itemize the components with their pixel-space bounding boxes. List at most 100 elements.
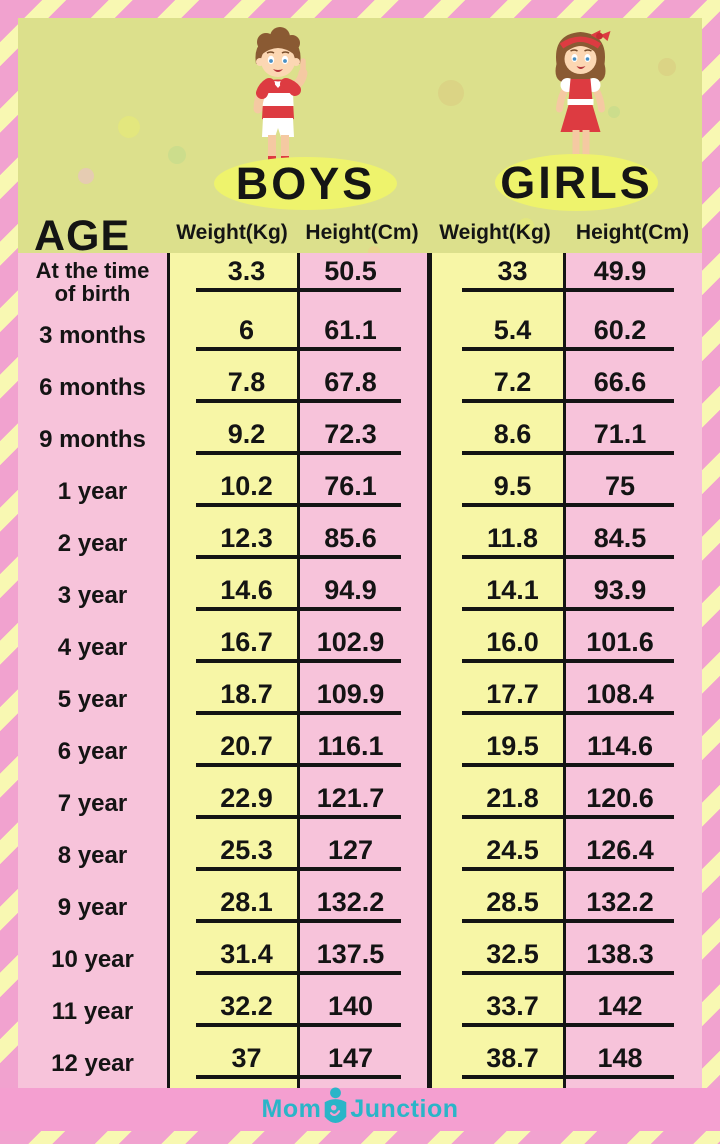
girls-height-value-cell: 148 <box>563 1037 702 1088</box>
polka-dot <box>518 218 534 234</box>
girls-height-value: 75 <box>566 471 674 507</box>
girls-height-value: 138.3 <box>566 939 674 975</box>
boys-weight-value: 14.6 <box>196 575 297 611</box>
age-label: 2 year <box>18 517 167 569</box>
girls-height-value: 101.6 <box>566 627 674 663</box>
boys-height-value-cell: 85.6 <box>297 517 427 569</box>
polka-dot <box>168 146 186 164</box>
age-label: 7 year <box>18 777 167 829</box>
girls-weight-value-cell: 33 <box>427 253 563 309</box>
girls-weight-value: 8.6 <box>462 419 563 455</box>
table-row: At the time of birth 3.3 50.5 33 49.9 <box>18 253 702 309</box>
girls-weight-value: 17.7 <box>462 679 563 715</box>
boys-height-value: 76.1 <box>300 471 401 507</box>
boys-weight-value: 22.9 <box>196 783 297 819</box>
boys-weight-value-cell: 14.6 <box>167 569 297 621</box>
boys-height-value: 50.5 <box>300 256 401 292</box>
table-row: 11 year 32.2 140 33.7 142 <box>18 985 702 1037</box>
age-label: 9 months <box>18 413 167 465</box>
girls-height-value: 84.5 <box>566 523 674 559</box>
boys-height-value: 140 <box>300 991 401 1027</box>
boys-height-value-cell: 147 <box>297 1037 427 1088</box>
table-row: 7 year 22.9 121.7 21.8 120.6 <box>18 777 702 829</box>
girls-weight-value: 24.5 <box>462 835 563 871</box>
age-label: 3 months <box>18 309 167 361</box>
boys-weight-value: 3.3 <box>196 256 297 292</box>
boys-label: BOYS <box>235 157 376 209</box>
boys-height-value: 147 <box>300 1043 401 1079</box>
footer-strip: Mom Junction <box>0 1086 720 1131</box>
girls-height-value: 71.1 <box>566 419 674 455</box>
girls-height-value-cell: 126.4 <box>563 829 702 881</box>
girls-height-value: 93.9 <box>566 575 674 611</box>
boys-height-value: 137.5 <box>300 939 401 975</box>
boys-weight-value-cell: 20.7 <box>167 725 297 777</box>
boys-weight-value-cell: 6 <box>167 309 297 361</box>
polka-dot <box>118 116 140 138</box>
girls-weight-value-cell: 32.5 <box>427 933 563 985</box>
girls-weight-value: 21.8 <box>462 783 563 819</box>
age-label: 5 year <box>18 673 167 725</box>
brand-junction-text: Junction <box>350 1095 459 1123</box>
boys-height-value-cell: 140 <box>297 985 427 1037</box>
boys-weight-value-cell: 25.3 <box>167 829 297 881</box>
boys-weight-value: 20.7 <box>196 731 297 767</box>
girls-height-value-cell: 138.3 <box>563 933 702 985</box>
brand-mom-text: Mom <box>261 1095 322 1123</box>
girls-height-value: 148 <box>566 1043 674 1079</box>
boys-weight-value: 9.2 <box>196 419 297 455</box>
table-row: 3 months 6 61.1 5.4 60.2 <box>18 309 702 361</box>
table-row: 9 months 9.2 72.3 8.6 71.1 <box>18 413 702 465</box>
girls-weight-value-cell: 28.5 <box>427 881 563 933</box>
polka-dot <box>608 106 620 118</box>
girls-height-value: 132.2 <box>566 887 674 923</box>
girls-weight-value-cell: 14.1 <box>427 569 563 621</box>
girls-height-value: 114.6 <box>566 731 674 767</box>
girls-weight-value-cell: 38.7 <box>427 1037 563 1088</box>
girls-weight-value: 19.5 <box>462 731 563 767</box>
boys-weight-value-cell: 10.2 <box>167 465 297 517</box>
girls-weight-value-cell: 11.8 <box>427 517 563 569</box>
boys-weight-value-cell: 31.4 <box>167 933 297 985</box>
girls-weight-value-cell: 21.8 <box>427 777 563 829</box>
boys-height-value: 116.1 <box>300 731 401 767</box>
boys-weight-value-cell: 37 <box>167 1037 297 1088</box>
boys-height-value-cell: 116.1 <box>297 725 427 777</box>
boys-height-value-cell: 50.5 <box>297 253 427 309</box>
polka-dot <box>658 58 676 76</box>
age-label: 9 year <box>18 881 167 933</box>
boys-height-value-cell: 61.1 <box>297 309 427 361</box>
age-label: 10 year <box>18 933 167 985</box>
boys-weight-column-header: Weight(Kg) <box>176 221 288 244</box>
boys-height-value-cell: 94.9 <box>297 569 427 621</box>
boys-height-value: 94.9 <box>300 575 401 611</box>
momjunction-logo-icon <box>325 1086 347 1123</box>
girls-weight-value-cell: 24.5 <box>427 829 563 881</box>
girls-height-value-cell: 66.6 <box>563 361 702 413</box>
girls-height-value-cell: 75 <box>563 465 702 517</box>
girls-height-value: 49.9 <box>566 256 674 292</box>
boys-weight-value-cell: 16.7 <box>167 621 297 673</box>
table-row: 9 year 28.1 132.2 28.5 132.2 <box>18 881 702 933</box>
girls-height-column-header: Height(Cm) <box>575 221 690 244</box>
age-label: 8 year <box>18 829 167 881</box>
polka-dot <box>78 168 94 184</box>
girls-label: GIRLS <box>500 156 653 208</box>
boys-height-column-header: Height(Cm) <box>305 221 419 244</box>
age-label: 1 year <box>18 465 167 517</box>
table-row: 12 year 37 147 38.7 148 <box>18 1037 702 1088</box>
boys-height-value-cell: 76.1 <box>297 465 427 517</box>
girls-height-value-cell: 101.6 <box>563 621 702 673</box>
boys-height-value-cell: 67.8 <box>297 361 427 413</box>
boys-weight-value-cell: 12.3 <box>167 517 297 569</box>
boys-weight-value-cell: 32.2 <box>167 985 297 1037</box>
girls-weight-value: 5.4 <box>462 315 563 351</box>
girls-weight-value: 11.8 <box>462 523 563 559</box>
girl-cartoon-illustration <box>528 22 633 172</box>
boys-height-value: 67.8 <box>300 367 401 403</box>
girls-height-value: 108.4 <box>566 679 674 715</box>
girls-height-value: 60.2 <box>566 315 674 351</box>
table-row: 5 year 18.7 109.9 17.7 108.4 <box>18 673 702 725</box>
boys-weight-value-cell: 18.7 <box>167 673 297 725</box>
boys-weight-value-cell: 7.8 <box>167 361 297 413</box>
